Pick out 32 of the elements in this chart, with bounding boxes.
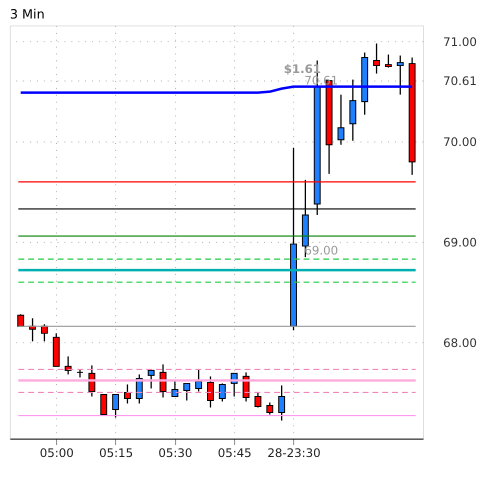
candlestick: [171, 380, 178, 398]
candlestick: [218, 382, 226, 402]
y-tick-label: 71.00: [443, 34, 477, 49]
candlestick: [100, 394, 108, 416]
candlestick: [373, 42, 380, 74]
candlestick: [148, 368, 155, 390]
candlestick: [278, 384, 286, 422]
candlestick: [112, 394, 120, 418]
candlestick: [124, 384, 131, 404]
candlestick: [266, 402, 274, 416]
y-tick-label: 68.00: [443, 336, 477, 350]
chart-title: 3 Min: [10, 8, 45, 23]
x-tick-label: 05:15: [99, 446, 134, 460]
candlestick: [207, 376, 214, 408]
x-tick-label: 28-23:30: [267, 446, 321, 460]
candlestick: [396, 54, 404, 96]
candlestick: [64, 356, 72, 376]
x-tick-label: 05:00: [40, 446, 74, 460]
y-tick-label: 70.00: [443, 135, 477, 150]
candlestick: [195, 368, 202, 392]
y-tick-label: 70.61: [443, 74, 477, 88]
x-tick-label: 05:45: [218, 446, 252, 460]
line-series: [19, 85, 414, 94]
y-tick-label: 69.00: [443, 235, 477, 250]
candlestick: [349, 78, 356, 142]
candlestick: [17, 314, 24, 327]
candlestick: [183, 382, 190, 402]
x-tick-label: 05:30: [158, 446, 192, 460]
candlestick: [384, 54, 392, 68]
candlestick: [40, 324, 48, 342]
candlestick: [338, 94, 344, 146]
candlestick: [254, 392, 262, 408]
